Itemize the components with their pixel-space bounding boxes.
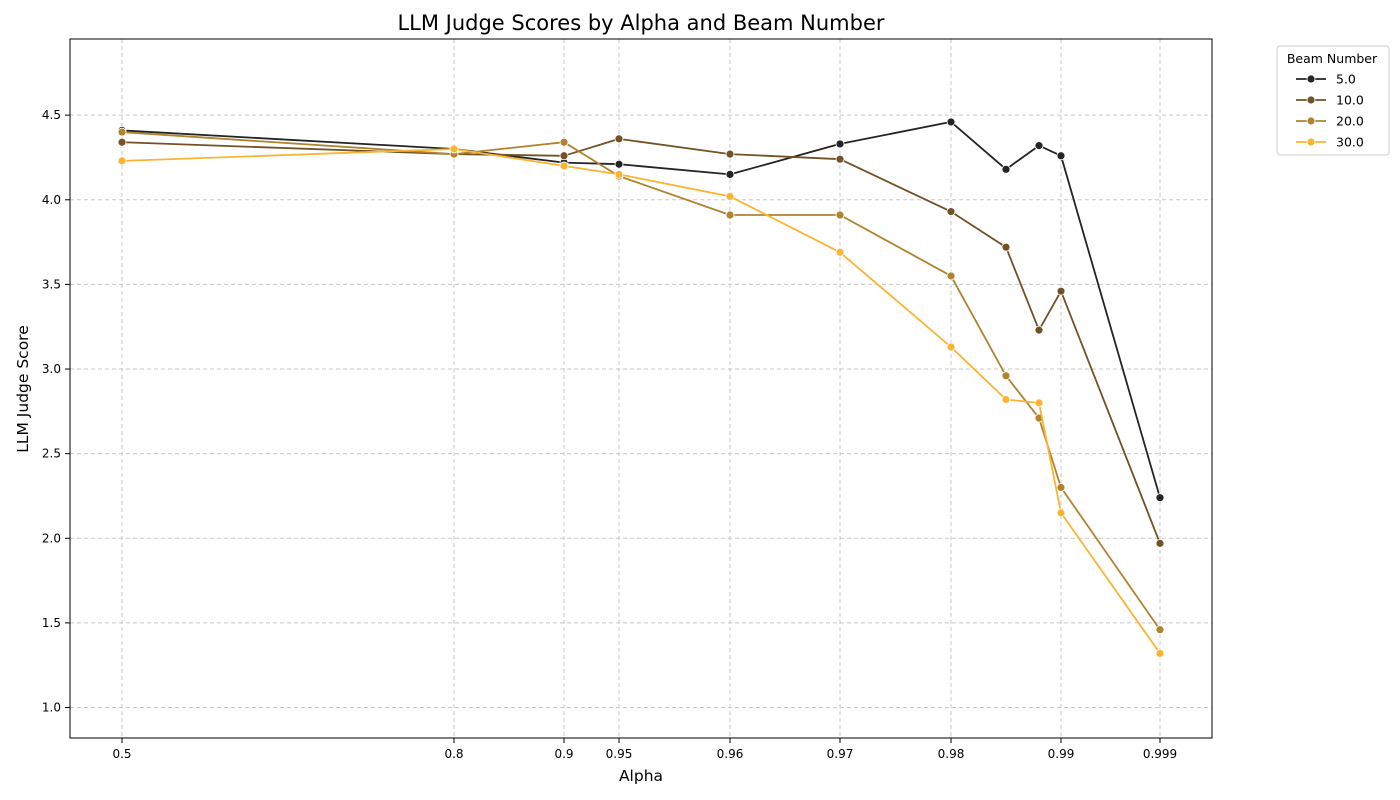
y-tick-label: 4.0 (42, 193, 61, 207)
x-tick-label: 0.5 (112, 747, 131, 761)
y-tick-label: 2.0 (42, 531, 61, 545)
y-tick-label: 4.5 (42, 108, 61, 122)
legend-label: 20.0 (1336, 114, 1364, 129)
data-point (614, 134, 624, 144)
legend-item: 10.0 (1296, 93, 1364, 108)
data-point (1056, 286, 1066, 296)
data-point (946, 117, 956, 127)
data-point (1034, 325, 1044, 335)
legend-item: 30.0 (1296, 135, 1364, 150)
legend-item: 5.0 (1296, 72, 1356, 87)
data-point (1155, 648, 1165, 658)
series-5.0 (117, 117, 1165, 503)
series-layer (117, 117, 1165, 658)
y-tick-label: 3.5 (42, 277, 61, 291)
x-tick-label: 0.98 (938, 747, 965, 761)
x-tick-label: 0.8 (444, 747, 463, 761)
data-point (725, 210, 735, 220)
data-point (835, 247, 845, 257)
series-30.0 (117, 144, 1165, 658)
data-point (117, 127, 127, 137)
data-point (1056, 508, 1066, 518)
data-point (835, 210, 845, 220)
data-point (1155, 538, 1165, 548)
x-tick-label: 0.95 (606, 747, 633, 761)
data-point (946, 271, 956, 281)
y-tick-label: 3.0 (42, 362, 61, 376)
y-axis-label: LLM Judge Score (14, 325, 32, 453)
data-point (1155, 493, 1165, 503)
data-point (1001, 242, 1011, 252)
data-point (614, 159, 624, 169)
data-point (614, 169, 624, 179)
data-point (1001, 164, 1011, 174)
series-20.0 (117, 127, 1165, 635)
legend-label: 5.0 (1336, 72, 1356, 87)
legend-title: Beam Number (1287, 51, 1378, 66)
data-point (725, 192, 735, 201)
chart-title: LLM Judge Scores by Alpha and Beam Numbe… (397, 11, 884, 35)
data-point (449, 144, 459, 154)
y-axis-ticks: 1.0 1.5 2.0 2.5 3.0 3.5 4.0 4.5 (42, 108, 70, 715)
data-point (1001, 371, 1011, 381)
data-point (559, 151, 569, 161)
legend-box (1276, 45, 1390, 156)
x-tick-label: 0.999 (1143, 747, 1177, 761)
data-point (835, 154, 845, 164)
plot-area (69, 38, 1213, 739)
legend-items: 5.0 10.0 20.0 30.0 (1296, 72, 1364, 150)
data-point (1034, 398, 1044, 408)
series-10.0 (117, 134, 1165, 548)
legend-marker (1306, 116, 1316, 126)
legend-label: 10.0 (1336, 93, 1364, 108)
legend: Beam Number 5.0 10.0 20.0 30.0 (1276, 45, 1390, 156)
data-point (1056, 151, 1066, 161)
data-point (1001, 395, 1011, 404)
data-point (1155, 625, 1165, 635)
legend-item: 20.0 (1296, 114, 1364, 129)
legend-label: 30.0 (1336, 135, 1364, 150)
legend-marker (1306, 74, 1316, 84)
x-tick-label: 0.9 (554, 747, 573, 761)
data-point (559, 161, 569, 171)
data-point (725, 149, 735, 159)
legend-marker (1306, 95, 1316, 105)
x-axis-label: Alpha (619, 767, 663, 785)
grid-lines (70, 39, 1212, 738)
y-tick-label: 1.5 (42, 616, 61, 630)
data-point (117, 156, 127, 166)
data-point (117, 137, 127, 147)
data-point (946, 342, 956, 352)
x-tick-label: 0.97 (827, 747, 854, 761)
y-tick-label: 2.5 (42, 447, 61, 461)
data-point (1056, 483, 1066, 492)
data-point (946, 207, 956, 217)
legend-marker (1306, 137, 1316, 147)
x-tick-label: 0.99 (1048, 747, 1075, 761)
data-point (1034, 141, 1044, 151)
series-line (121, 131, 1161, 631)
x-axis-ticks: 0.5 0.8 0.9 0.95 0.96 0.97 0.98 0.99 0.999 (112, 738, 1177, 761)
data-point (725, 169, 735, 179)
x-tick-label: 0.96 (717, 747, 744, 761)
data-point (559, 137, 569, 147)
data-point (835, 139, 845, 149)
y-tick-label: 1.0 (42, 701, 61, 715)
